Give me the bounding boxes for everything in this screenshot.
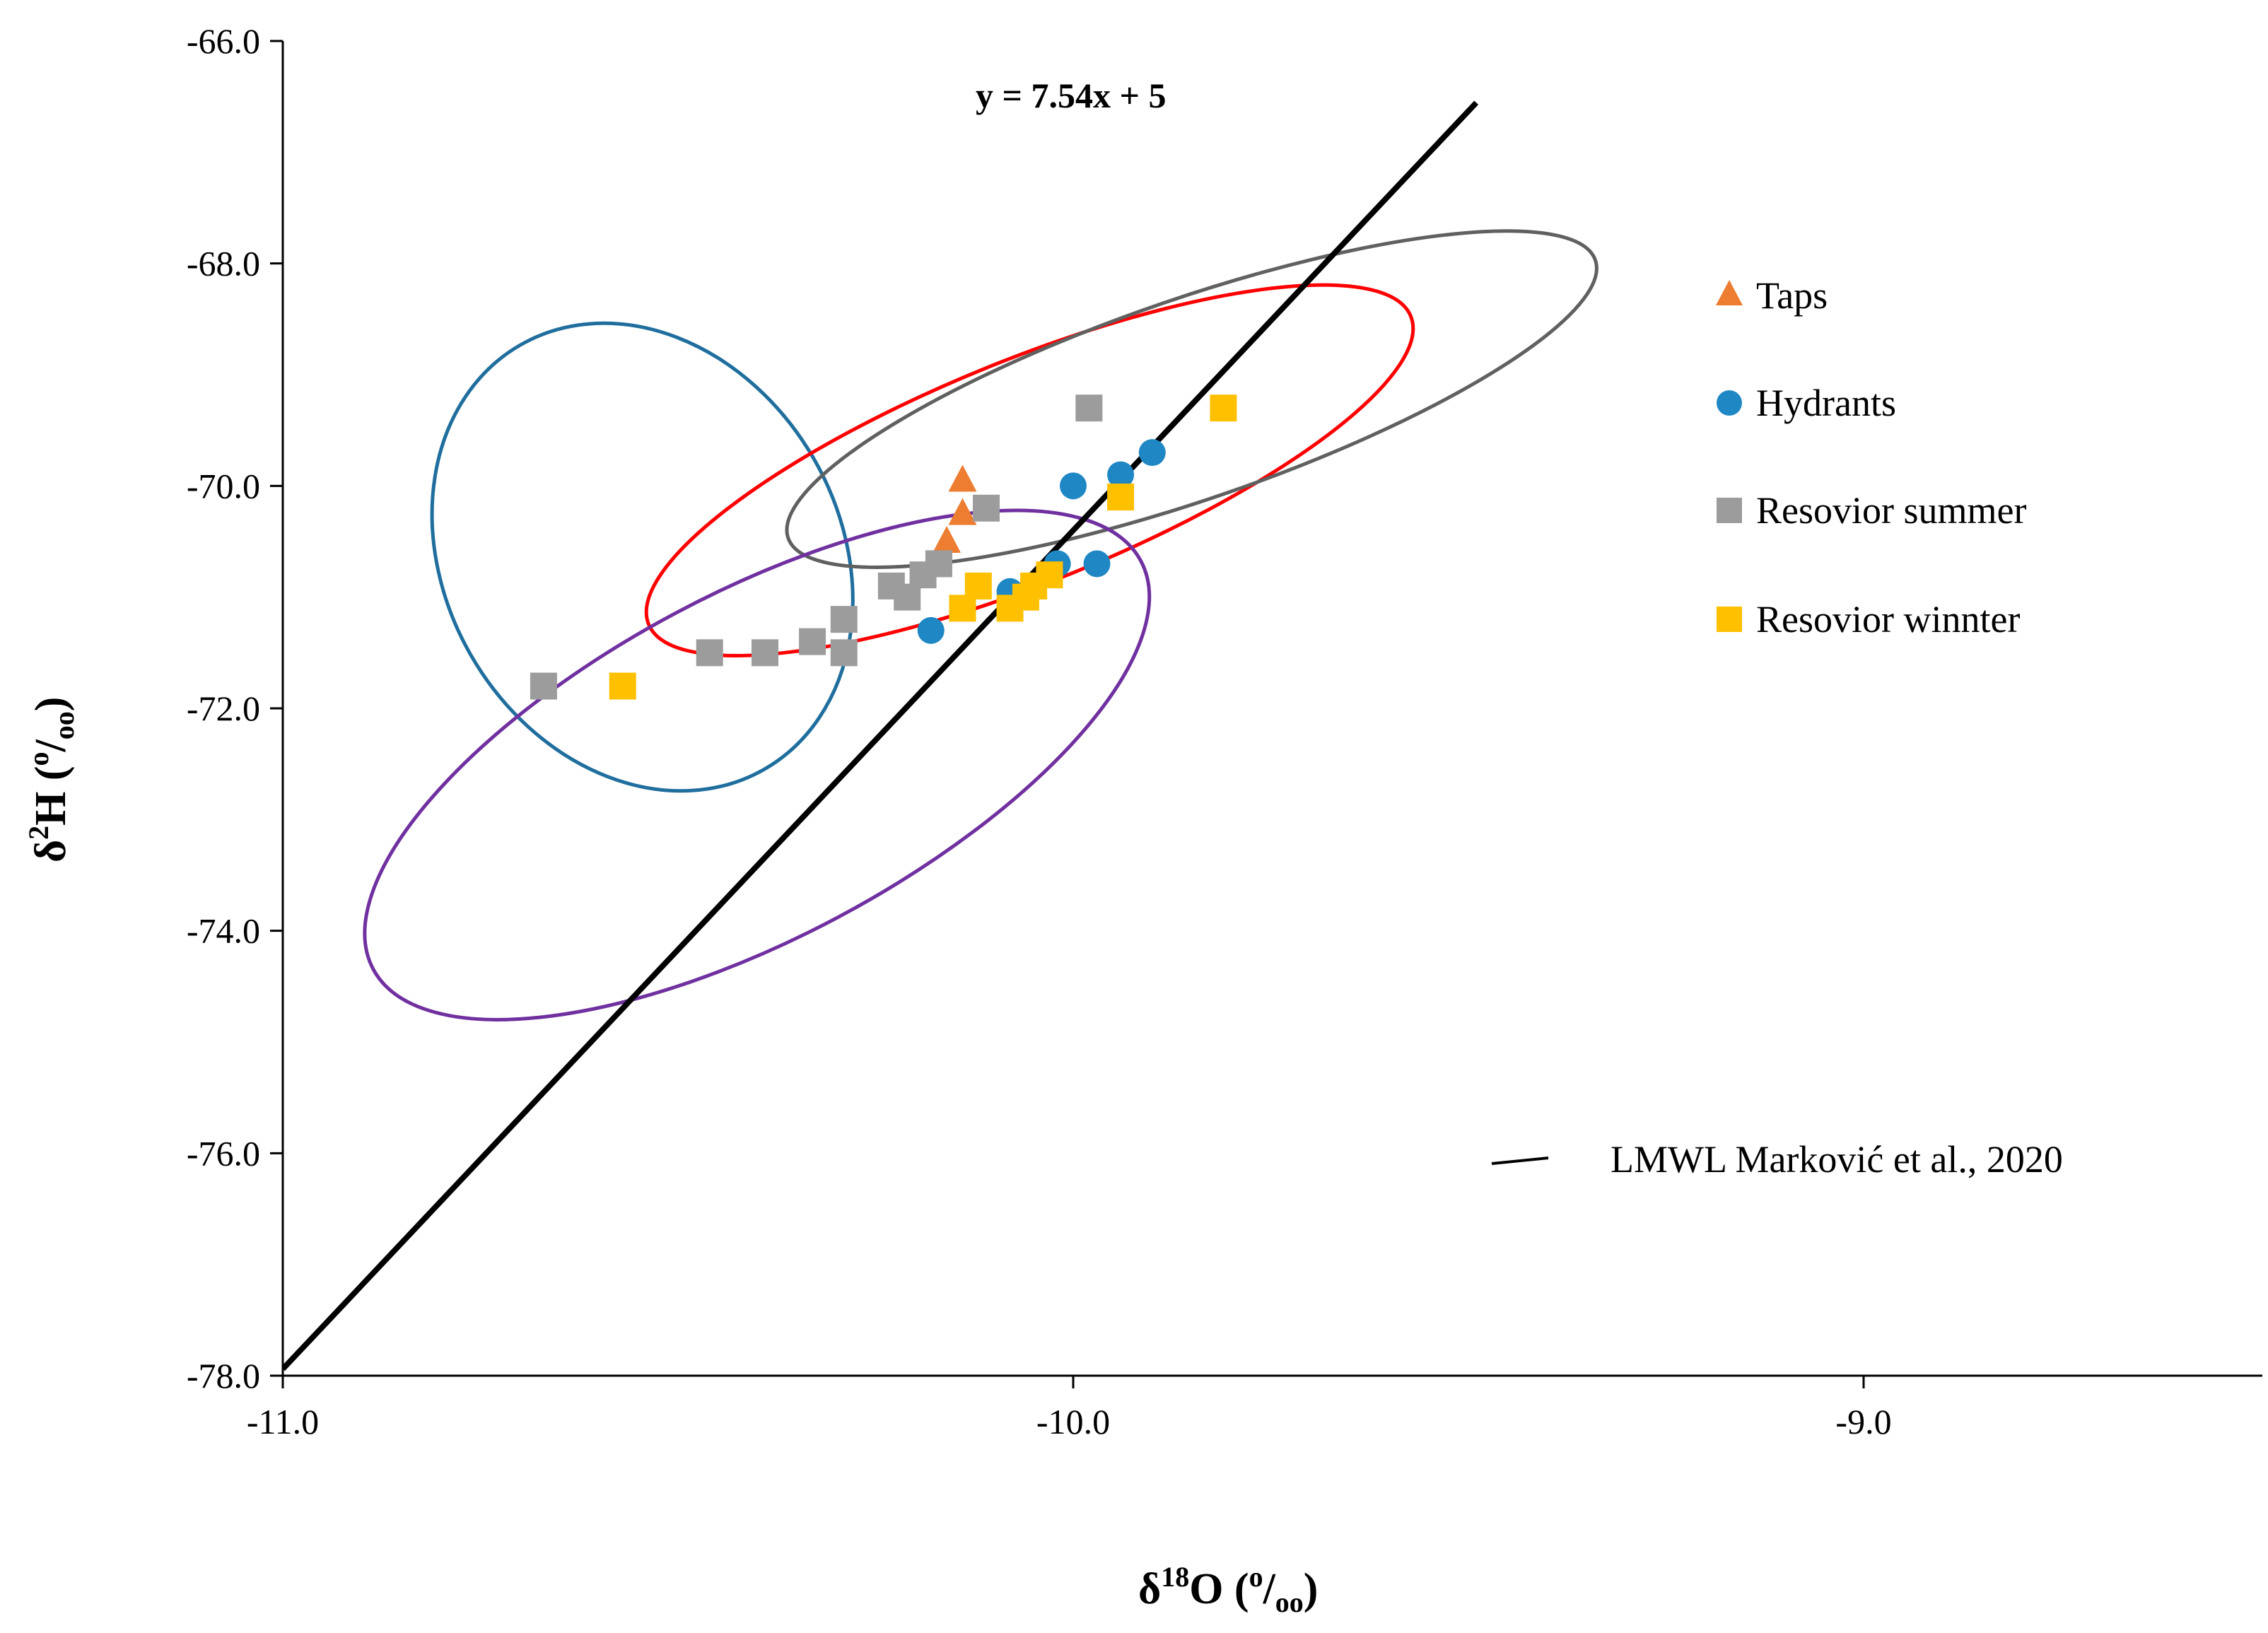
x-axis-title-sup: 18 xyxy=(1161,1561,1189,1593)
resovior-summer-point xyxy=(696,639,723,667)
hydrants-point xyxy=(1107,461,1135,488)
point-layer xyxy=(530,394,1237,700)
resovior-summer-point xyxy=(830,639,858,667)
equation-label: y = 7.54x + 5 xyxy=(976,76,1166,115)
x-axis-title-delta: δ xyxy=(1138,1565,1161,1613)
hydrants-point xyxy=(1138,439,1166,467)
taps-point xyxy=(948,464,977,492)
x-axis-title-rest: O ( xyxy=(1189,1565,1249,1613)
legend-hydrants-label: Hydrants xyxy=(1756,382,1896,424)
y-tick-label: -72.0 xyxy=(187,689,260,728)
y-tick-label: -68.0 xyxy=(187,244,260,283)
y-axis-title-unit-sub: oo xyxy=(48,711,80,739)
resovior-winnter-point xyxy=(1210,394,1237,422)
lmwl-line xyxy=(283,100,1479,1371)
y-tick-label: -66.0 xyxy=(187,21,260,61)
y-axis-title-unit-sup: o xyxy=(23,751,54,766)
resovior-winnter-point xyxy=(609,672,636,700)
ellipse-layer xyxy=(363,229,1598,1022)
tick-layer: -78.0 -76.0 -74.0 -72.0 -70.0 -68.0 -66.0 -11.0… xyxy=(187,21,1892,1441)
resovior-summer-point xyxy=(830,606,858,633)
y-axis-title-delta: δ xyxy=(27,840,75,862)
y-tick-label: -74.0 xyxy=(187,911,260,951)
gray-ellipse xyxy=(785,229,1598,569)
legend-hydrants-circle-icon xyxy=(1717,390,1742,416)
y-axis-title: δ2H (o/oo) xyxy=(23,697,80,862)
hydrants-point xyxy=(1083,550,1111,578)
x-axis-title-close: ) xyxy=(1304,1565,1319,1613)
resovior-summer-point xyxy=(530,672,557,700)
resovior-winnter-point xyxy=(964,572,992,599)
legend-lmwl-label: LMWL Marković et al., 2020 xyxy=(1611,1138,2063,1181)
y-tick-label: -70.0 xyxy=(187,466,260,505)
y-axis-title-rest: H ( xyxy=(27,766,75,825)
lmwl-line-layer xyxy=(283,100,1479,1371)
legend-lmwl-line-icon xyxy=(1491,1157,1549,1165)
resovior-winnter-point xyxy=(1036,561,1063,589)
legend-taps-label: Taps xyxy=(1756,274,1828,317)
y-tick-label: -76.0 xyxy=(187,1133,260,1173)
y-tick-label: -78.0 xyxy=(187,1356,260,1395)
hydrants-point xyxy=(917,616,945,644)
taps-point xyxy=(933,526,961,553)
x-axis-title-unit-sub: oo xyxy=(1275,1586,1304,1618)
resovior-summer-point xyxy=(799,628,826,655)
legend-summer-label: Resovior summer xyxy=(1756,489,2026,532)
hydrants-point xyxy=(1060,472,1087,500)
x-axis-title: δ18O (o/oo) xyxy=(1138,1561,1318,1618)
x-tick-label: -10.0 xyxy=(1036,1402,1110,1441)
taps-point xyxy=(948,498,977,525)
x-tick-label: -11.0 xyxy=(247,1402,319,1441)
x-tick-label: -9.0 xyxy=(1835,1402,1891,1441)
y-axis-title-close: ) xyxy=(27,697,75,712)
resovior-summer-point xyxy=(973,494,1000,522)
resovior-summer-point xyxy=(1075,394,1103,422)
y-axis-title-unit-slash: / xyxy=(27,739,75,752)
purple-ellipse xyxy=(363,508,1152,1022)
legend-summer-square-icon xyxy=(1717,498,1742,523)
legend: Taps Hydrants Resovior summer Resovior w… xyxy=(1491,274,2063,1181)
red-ellipse xyxy=(644,283,1415,657)
y-axis-title-sup: 2 xyxy=(23,826,54,840)
x-axis-title-unit-slash: / xyxy=(1263,1565,1276,1613)
blue-ellipse xyxy=(430,321,855,793)
legend-taps-triangle-icon xyxy=(1716,280,1743,305)
resovior-summer-point xyxy=(925,550,952,578)
legend-winter-square-icon xyxy=(1717,607,1742,632)
resovior-winnter-point xyxy=(1107,484,1135,511)
x-axis-title-unit-sup: o xyxy=(1249,1561,1263,1593)
resovior-summer-point xyxy=(751,639,778,667)
legend-winter-label: Resovior winnter xyxy=(1756,598,2020,640)
